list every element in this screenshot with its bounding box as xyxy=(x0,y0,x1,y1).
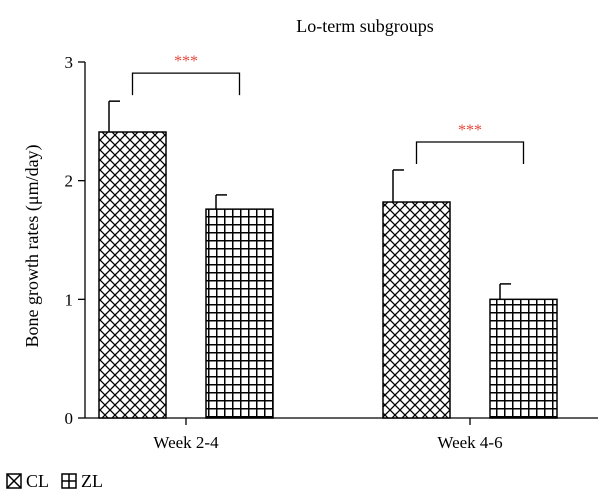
bar-cl-2 xyxy=(382,201,451,419)
bars xyxy=(98,100,558,419)
bar-zl-1 xyxy=(205,208,274,419)
significance-label: *** xyxy=(174,53,198,70)
significance-bracket xyxy=(131,72,241,96)
y-tick-label: 2 xyxy=(65,172,74,191)
crosshatch-swatch-icon xyxy=(6,473,22,489)
significance-label: *** xyxy=(458,122,482,139)
y-tick-label: 0 xyxy=(65,409,74,428)
x-tick-label: Week 2-4 xyxy=(153,433,219,452)
legend-label-cl: CL xyxy=(26,470,50,491)
y-tick-label: 1 xyxy=(65,290,74,309)
legend-item-cl: CL xyxy=(6,471,49,492)
chart-title: Lo-term subgroups xyxy=(296,16,433,36)
grid-swatch-icon xyxy=(61,473,77,489)
significance-annotations: *** *** xyxy=(131,53,525,164)
y-axis-label: Bone growth rates (μm/day) xyxy=(22,144,43,347)
x-tick-label: Week 4-6 xyxy=(437,433,502,452)
significance-bracket xyxy=(415,141,525,164)
axes: 0 1 2 3 Week 2-4 Week 4-6 xyxy=(65,53,598,452)
bar-cl-1 xyxy=(98,131,167,419)
legend-item-zl: ZL xyxy=(61,471,103,492)
y-tick-label: 3 xyxy=(65,53,74,72)
legend: CL ZL xyxy=(6,470,115,492)
bar-zl-2 xyxy=(489,298,558,419)
bar-chart: Lo-term subgroups Bone growth rates (μm/… xyxy=(22,16,598,452)
legend-label-zl: ZL xyxy=(81,470,104,491)
